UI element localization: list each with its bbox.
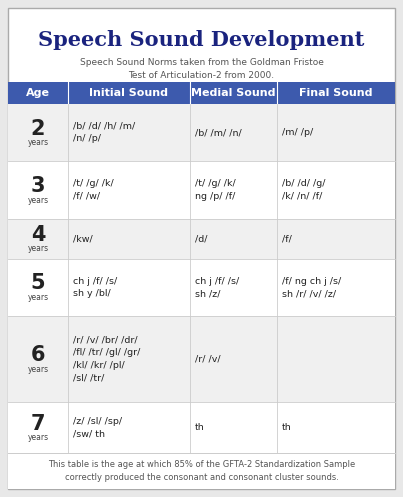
Text: Age: Age: [26, 88, 50, 98]
Text: 2: 2: [31, 119, 45, 139]
Text: /t/ /g/ /k/
/f/ /w/: /t/ /g/ /k/ /f/ /w/: [73, 179, 114, 201]
Text: Final Sound: Final Sound: [299, 88, 373, 98]
Text: th: th: [195, 423, 205, 432]
Text: 6: 6: [31, 345, 45, 365]
Text: 3: 3: [31, 176, 45, 196]
Text: This table is the age at which 85% of the GFTA-2 Standardization Sample
correctl: This table is the age at which 85% of th…: [48, 460, 355, 482]
Text: /d/: /d/: [195, 234, 208, 243]
Text: /f/: /f/: [282, 234, 292, 243]
Bar: [8, 316, 395, 402]
Text: 5: 5: [31, 273, 45, 293]
Text: /kw/: /kw/: [73, 234, 93, 243]
Text: ch j /f/ /s/
sh /z/: ch j /f/ /s/ sh /z/: [195, 277, 239, 298]
Text: Speech Sound Norms taken from the Goldman Fristoe
Test of Articulation-2 from 20: Speech Sound Norms taken from the Goldma…: [79, 58, 324, 80]
Text: /z/ /sl/ /sp/
/sw/ th: /z/ /sl/ /sp/ /sw/ th: [73, 417, 122, 438]
Text: /m/ /p/: /m/ /p/: [282, 128, 313, 137]
Bar: [8, 453, 395, 489]
Text: /r/ /v/ /br/ /dr/
/fl/ /tr/ /gl/ /gr/
/kl/ /kr/ /pl/
/sl/ /tr/: /r/ /v/ /br/ /dr/ /fl/ /tr/ /gl/ /gr/ /k…: [73, 336, 140, 382]
Text: /t/ /g/ /k/
ng /p/ /f/: /t/ /g/ /k/ ng /p/ /f/: [195, 179, 236, 201]
Text: years: years: [27, 293, 48, 302]
Text: /b/ /d/ /g/
/k/ /n/ /f/: /b/ /d/ /g/ /k/ /n/ /f/: [282, 179, 326, 201]
Text: years: years: [27, 138, 48, 147]
Text: years: years: [27, 244, 48, 253]
Bar: [8, 258, 395, 316]
Text: Initial Sound: Initial Sound: [89, 88, 168, 98]
Text: /b/ /m/ /n/: /b/ /m/ /n/: [195, 128, 242, 137]
Text: 4: 4: [31, 225, 45, 245]
Text: years: years: [27, 433, 48, 442]
Bar: [8, 82, 395, 104]
Text: /b/ /d/ /h/ /m/
/n/ /p/: /b/ /d/ /h/ /m/ /n/ /p/: [73, 122, 135, 144]
Text: Speech Sound Development: Speech Sound Development: [38, 30, 365, 50]
Bar: [8, 162, 395, 219]
Text: ch j /f/ /s/
sh y /bl/: ch j /f/ /s/ sh y /bl/: [73, 277, 117, 298]
Text: 7: 7: [31, 414, 45, 433]
Text: th: th: [282, 423, 292, 432]
Text: years: years: [27, 365, 48, 374]
Text: years: years: [27, 196, 48, 205]
Bar: [8, 219, 395, 258]
Text: /f/ ng ch j /s/
sh /r/ /v/ /z/: /f/ ng ch j /s/ sh /r/ /v/ /z/: [282, 277, 341, 298]
Text: Medial Sound: Medial Sound: [191, 88, 276, 98]
Bar: [8, 104, 395, 162]
Bar: [8, 402, 395, 453]
Text: /r/ /v/: /r/ /v/: [195, 355, 220, 364]
